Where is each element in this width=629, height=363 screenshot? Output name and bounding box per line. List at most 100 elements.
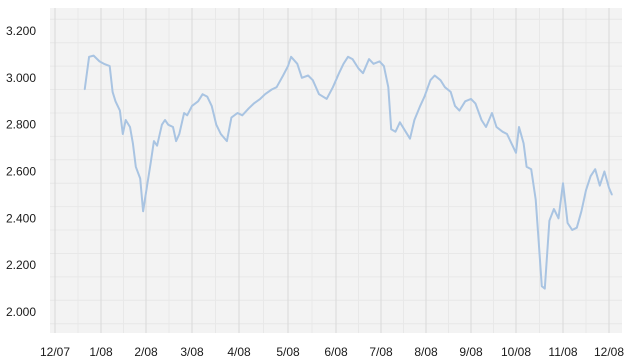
- data-point: [109, 65, 111, 67]
- data-point: [287, 65, 289, 67]
- data-point: [585, 189, 587, 191]
- data-point: [150, 161, 152, 163]
- data-point: [464, 100, 466, 102]
- data-point: [135, 166, 137, 168]
- data-point: [409, 138, 411, 140]
- data-point: [206, 96, 208, 98]
- data-point: [434, 74, 436, 77]
- data-point: [307, 74, 309, 77]
- data-point: [220, 133, 222, 135]
- x-tick-label: 1/08: [89, 345, 113, 359]
- data-point: [259, 98, 261, 100]
- data-point: [590, 175, 592, 177]
- data-point: [444, 86, 446, 88]
- data-point: [413, 119, 415, 121]
- data-point: [172, 126, 174, 128]
- data-point: [485, 126, 487, 128]
- data-point: [515, 152, 517, 154]
- x-tick-label: 10/08: [501, 345, 531, 359]
- data-point: [562, 182, 564, 184]
- data-point: [608, 187, 610, 189]
- data-point: [454, 105, 456, 107]
- x-tick-label: 8/08: [414, 345, 438, 359]
- data-point: [236, 112, 239, 114]
- data-point: [98, 60, 101, 63]
- data-point: [526, 166, 528, 168]
- x-tick-label: 7/08: [369, 345, 393, 359]
- data-point: [599, 185, 601, 187]
- data-point: [571, 229, 573, 231]
- y-tick-label: 3.200: [6, 24, 36, 38]
- data-point: [390, 128, 392, 130]
- data-point: [553, 208, 555, 210]
- data-point: [403, 128, 405, 130]
- data-point: [368, 58, 370, 60]
- series-layer: [83, 54, 613, 290]
- data-point: [351, 58, 354, 60]
- data-point: [241, 114, 243, 116]
- data-point: [332, 86, 334, 88]
- data-point: [153, 140, 155, 142]
- data-point: [495, 126, 498, 128]
- data-point: [450, 91, 452, 93]
- x-tick-label: 4/08: [227, 345, 251, 359]
- data-point: [145, 192, 147, 194]
- data-point: [202, 93, 204, 95]
- data-point: [541, 285, 543, 287]
- data-point: [458, 110, 460, 112]
- data-point: [122, 133, 124, 135]
- data-point: [129, 126, 131, 128]
- data-point: [125, 119, 127, 121]
- y-tick-label: 3.000: [6, 71, 36, 85]
- data-point: [474, 103, 477, 105]
- data-point: [439, 79, 442, 81]
- data-point: [535, 199, 537, 201]
- data-point: [501, 131, 504, 133]
- data-point: [178, 133, 180, 135]
- x-tick-label: 2/08: [134, 345, 158, 359]
- data-point: [342, 63, 345, 65]
- y-tick-label: 2.000: [6, 305, 36, 319]
- data-point: [611, 194, 613, 196]
- data-point: [84, 88, 86, 91]
- data-point: [114, 100, 117, 102]
- data-point: [580, 210, 583, 212]
- data-point: [197, 100, 199, 102]
- data-point: [338, 72, 340, 74]
- data-point: [372, 63, 375, 65]
- data-point: [253, 103, 255, 105]
- data-point: [480, 119, 483, 121]
- data-point: [548, 220, 551, 222]
- data-point: [112, 91, 114, 93]
- data-point: [161, 124, 163, 126]
- data-point: [347, 56, 349, 58]
- y-tick-label: 2.800: [6, 118, 36, 132]
- data-point: [312, 79, 314, 81]
- data-point: [318, 93, 320, 95]
- data-point: [429, 79, 431, 81]
- data-point: [139, 177, 141, 180]
- data-point: [248, 107, 250, 109]
- data-point: [156, 145, 158, 147]
- data-point: [271, 88, 273, 91]
- data-point: [296, 63, 298, 65]
- data-point: [211, 105, 213, 107]
- data-point: [301, 77, 303, 79]
- data-point: [423, 96, 426, 98]
- data-point: [183, 112, 185, 114]
- data-point: [506, 133, 508, 135]
- x-tick-label: 9/08: [459, 345, 483, 359]
- data-point: [523, 142, 525, 144]
- x-tick-label: 11/08: [548, 345, 577, 359]
- x-tick-label: 5/08: [276, 345, 300, 359]
- data-point: [491, 112, 493, 114]
- data-point: [387, 86, 389, 88]
- x-tick-label: 3/08: [180, 345, 204, 359]
- data-point: [470, 98, 472, 100]
- data-point: [567, 222, 569, 224]
- data-point: [276, 86, 278, 88]
- grid: [50, 8, 622, 333]
- y-tick-label: 2.200: [6, 258, 36, 272]
